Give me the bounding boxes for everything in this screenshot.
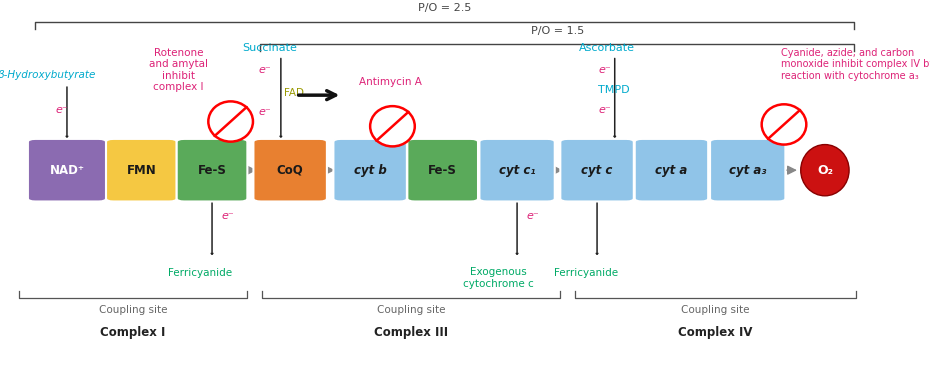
Text: Ferricyanide: Ferricyanide xyxy=(554,268,618,278)
Text: e⁻: e⁻ xyxy=(598,65,611,75)
Text: O₂: O₂ xyxy=(817,164,833,177)
FancyBboxPatch shape xyxy=(177,139,247,201)
Text: NAD⁺: NAD⁺ xyxy=(49,164,85,177)
Text: Coupling site: Coupling site xyxy=(681,305,750,315)
Text: Ascorbate: Ascorbate xyxy=(579,42,635,53)
Text: Rotenone
and amytal
inhibit
complex I: Rotenone and amytal inhibit complex I xyxy=(149,48,208,92)
Ellipse shape xyxy=(370,106,415,146)
Ellipse shape xyxy=(801,145,849,196)
FancyBboxPatch shape xyxy=(480,139,554,201)
Ellipse shape xyxy=(762,104,806,145)
Text: Coupling site: Coupling site xyxy=(99,305,167,315)
Text: Antimycin A: Antimycin A xyxy=(359,77,422,87)
Text: e⁻: e⁻ xyxy=(526,211,539,221)
FancyBboxPatch shape xyxy=(711,139,785,201)
Text: e⁻: e⁻ xyxy=(56,105,69,115)
FancyBboxPatch shape xyxy=(634,139,709,201)
Text: FAD: FAD xyxy=(284,88,304,98)
Text: Fe-S: Fe-S xyxy=(197,164,227,177)
Text: e⁻: e⁻ xyxy=(221,211,234,221)
Text: Complex III: Complex III xyxy=(374,326,448,339)
Text: e⁻: e⁻ xyxy=(259,107,272,117)
FancyBboxPatch shape xyxy=(253,139,327,201)
Text: FMN: FMN xyxy=(126,164,156,177)
Text: P/O = 1.5: P/O = 1.5 xyxy=(531,26,585,36)
Text: Complex I: Complex I xyxy=(100,326,166,339)
Text: cyt b: cyt b xyxy=(353,164,387,177)
Text: Cyanide, azide, and carbon
monoxide inhibit complex IV by
reaction with cytochro: Cyanide, azide, and carbon monoxide inhi… xyxy=(781,48,930,81)
Text: Fe-S: Fe-S xyxy=(428,164,458,177)
FancyBboxPatch shape xyxy=(407,139,478,201)
Text: cyt a: cyt a xyxy=(656,164,687,177)
Text: cyt c: cyt c xyxy=(581,164,613,177)
Text: CoQ: CoQ xyxy=(277,164,303,177)
Text: e⁻: e⁻ xyxy=(259,65,272,75)
FancyBboxPatch shape xyxy=(334,139,407,201)
Text: Coupling site: Coupling site xyxy=(377,305,445,315)
Text: cyt a₃: cyt a₃ xyxy=(729,164,766,177)
Text: Ferricyanide: Ferricyanide xyxy=(168,268,232,278)
Text: β-Hydroxybutyrate: β-Hydroxybutyrate xyxy=(0,70,96,80)
Ellipse shape xyxy=(208,101,253,142)
Text: cyt c₁: cyt c₁ xyxy=(498,164,536,177)
Text: e⁻: e⁻ xyxy=(598,105,611,115)
Text: Succinate: Succinate xyxy=(242,42,298,53)
Text: TMPD: TMPD xyxy=(598,85,630,95)
Text: P/O = 2.5: P/O = 2.5 xyxy=(418,3,472,13)
Text: Complex IV: Complex IV xyxy=(678,326,752,339)
FancyBboxPatch shape xyxy=(28,139,106,201)
Text: Exogenous
cytochrome c: Exogenous cytochrome c xyxy=(463,267,534,289)
FancyBboxPatch shape xyxy=(560,139,634,201)
FancyBboxPatch shape xyxy=(106,139,177,201)
